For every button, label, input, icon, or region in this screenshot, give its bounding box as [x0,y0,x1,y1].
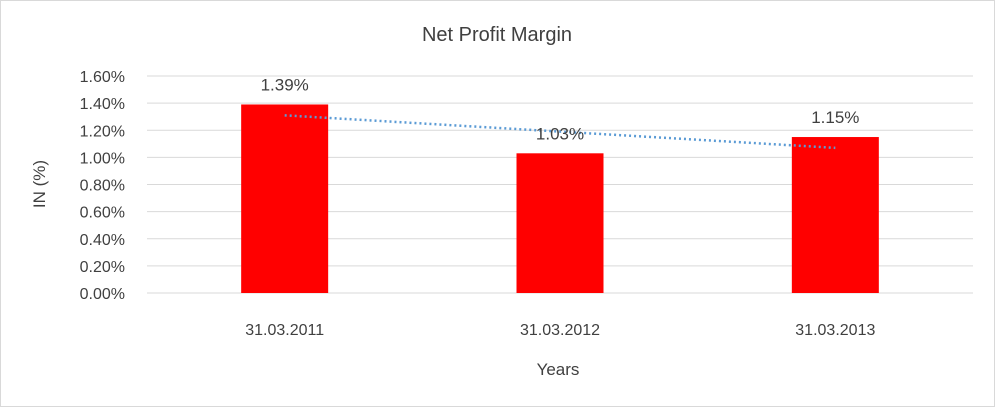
bars [241,104,879,293]
y-tick-label: 0.80% [80,178,125,195]
y-tick-label: 1.20% [80,123,125,140]
y-tick-label: 0.20% [80,259,125,276]
y-tick-label: 1.00% [80,150,125,167]
trendline-layer [284,114,836,150]
y-tick-label: 1.60% [80,69,125,86]
x-tick-label: 31.03.2012 [520,322,600,339]
x-axis-label: Years [537,360,580,379]
data-label: 1.03% [536,124,584,143]
y-axis-ticks: 0.00% 0.20% 0.40% 0.60% 0.80% 1.00% 1.20% 1.40%… [80,69,125,303]
y-tick-label: 0.60% [80,205,125,222]
bar [791,137,879,293]
x-tick-label: 31.03.2011 [245,322,324,339]
y-tick-label: 0.40% [80,232,125,249]
x-tick-label: 31.03.2013 [795,322,875,339]
data-label: 1.15% [811,108,859,127]
y-axis-label: IN (%) [30,160,49,208]
y-tick-label: 1.40% [80,96,125,113]
data-label: 1.39% [261,75,309,94]
bar [241,104,329,293]
x-axis-ticks: 31.03.2011 31.03.2012 31.03.2013 [245,322,875,339]
trendline [284,114,836,150]
y-tick-label: 0.00% [80,286,125,303]
chart-title: Net Profit Margin [422,24,572,46]
bar [516,153,604,293]
data-labels: 1.39% 1.03% 1.15% [261,75,860,143]
